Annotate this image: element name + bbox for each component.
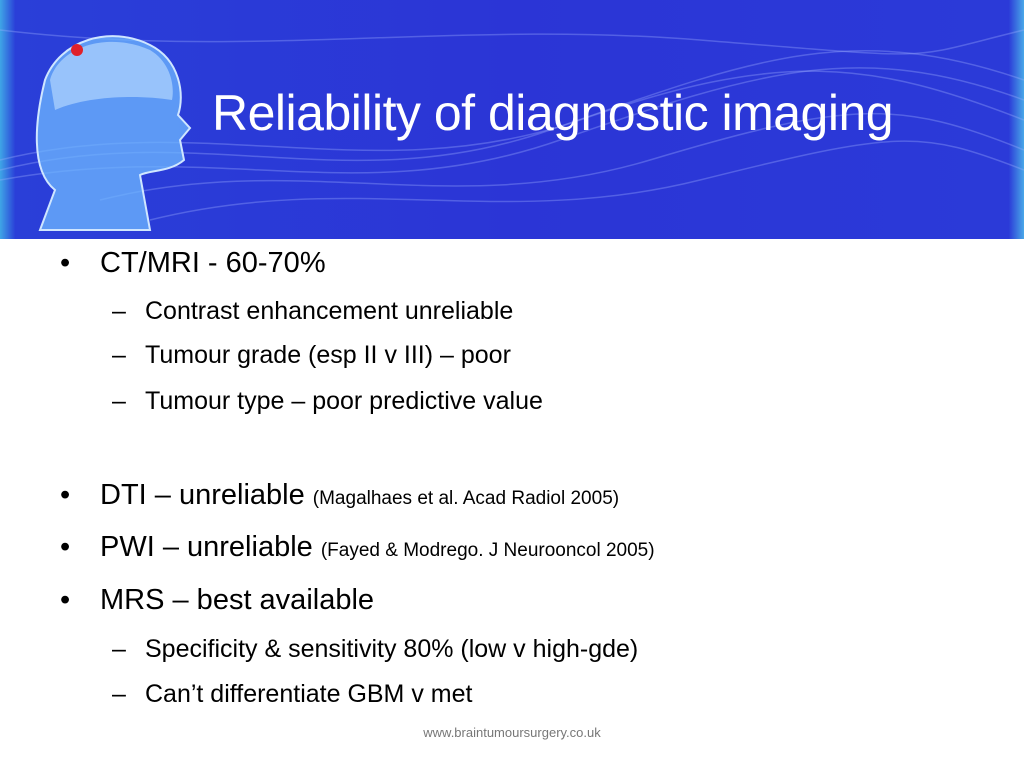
reference: (Fayed & Modrego. J Neurooncol 2005) (320, 540, 655, 561)
dash-icon: – (112, 635, 126, 663)
dash-icon: – (112, 387, 126, 415)
bullet-text: CT/MRI - 60-70% (100, 247, 326, 279)
sub-bullet-text: Specificity & sensitivity 80% (low v hig… (145, 635, 639, 663)
footer-url: www.braintumoursurgery.co.uk (423, 725, 601, 740)
header-banner: Reliability of diagnostic imaging (0, 0, 1024, 239)
dash-icon: – (112, 680, 126, 708)
bullet-mrs: • MRS – best available (60, 584, 374, 617)
wave-background-icon (0, 29, 1024, 231)
head-icon (35, 35, 192, 231)
slide-title: Reliability of diagnostic imaging (212, 85, 894, 141)
sub-bullet: – Tumour grade (esp II v III) – poor (112, 341, 511, 370)
sub-bullet-text: Tumour type – poor predictive value (145, 387, 543, 415)
sub-bullet: – Specificity & sensitivity 80% (low v hi… (112, 635, 638, 664)
sub-bullet-text: Tumour grade (esp II v III) – poor (145, 341, 511, 369)
bullet-icon: • (60, 531, 71, 563)
bullet-icon: • (60, 247, 71, 279)
dash-icon: – (112, 341, 126, 369)
sub-bullet-text: Can’t differentiate GBM v met (145, 680, 473, 708)
bullet-icon: • (60, 584, 71, 616)
bullet-text: MRS – best available (100, 584, 375, 616)
sub-bullet: – Contrast enhancement unreliable (112, 297, 513, 326)
sub-bullet-text: Contrast enhancement unreliable (145, 297, 514, 325)
bullet-text: DTI – unreliable (100, 479, 305, 511)
bullet-ct-mri: • CT/MRI - 60-70% (60, 247, 326, 280)
bullet-dti: • DTI – unreliable (Magalhaes et al. Acad… (60, 479, 619, 512)
dash-icon: – (112, 297, 126, 325)
reference: (Magalhaes et al. Acad Radiol 2005) (312, 488, 620, 509)
bullet-pwi: • PWI – unreliable (Fayed & Modrego. J Ne… (60, 531, 655, 564)
sub-bullet: – Tumour type – poor predictive value (112, 387, 543, 416)
bullet-text: PWI – unreliable (100, 531, 313, 563)
sub-bullet: – Can’t differentiate GBM v met (112, 680, 472, 709)
bullet-icon: • (60, 479, 71, 511)
footer: www.braintumoursurgery.co.uk (0, 725, 1024, 740)
